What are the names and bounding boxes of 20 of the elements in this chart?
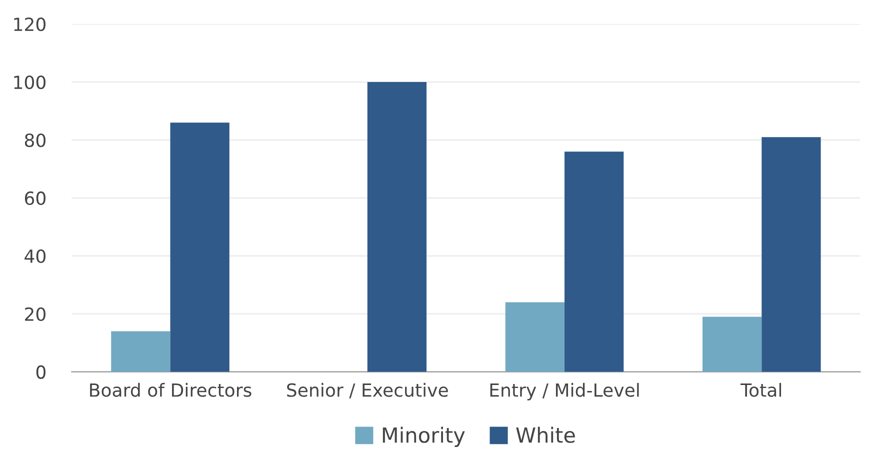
y-tick-label: 80: [24, 133, 46, 148]
bar: [762, 137, 821, 372]
x-tick-label: Entry / Mid-Level: [490, 382, 639, 400]
y-tick-label: 60: [24, 191, 46, 206]
legend-label: White: [516, 426, 575, 443]
y-tick-label: 120: [14, 18, 46, 32]
y-tick-label: 0: [36, 365, 46, 379]
bar: [702, 316, 762, 372]
bar: [111, 331, 170, 372]
bar: [505, 302, 565, 372]
y-tick-label: 20: [25, 307, 46, 321]
y-tick-label: 100: [14, 75, 46, 90]
legend-label: Minority: [382, 426, 465, 447]
x-tick-label: Board of Directors: [90, 382, 252, 397]
bar: [367, 82, 427, 372]
bar: [564, 152, 624, 372]
x-tick-label: Senior / Executive: [287, 382, 448, 398]
y-tick-label: 40: [24, 249, 46, 264]
x-tick-label: Total: [740, 382, 782, 397]
bar: [170, 122, 230, 372]
